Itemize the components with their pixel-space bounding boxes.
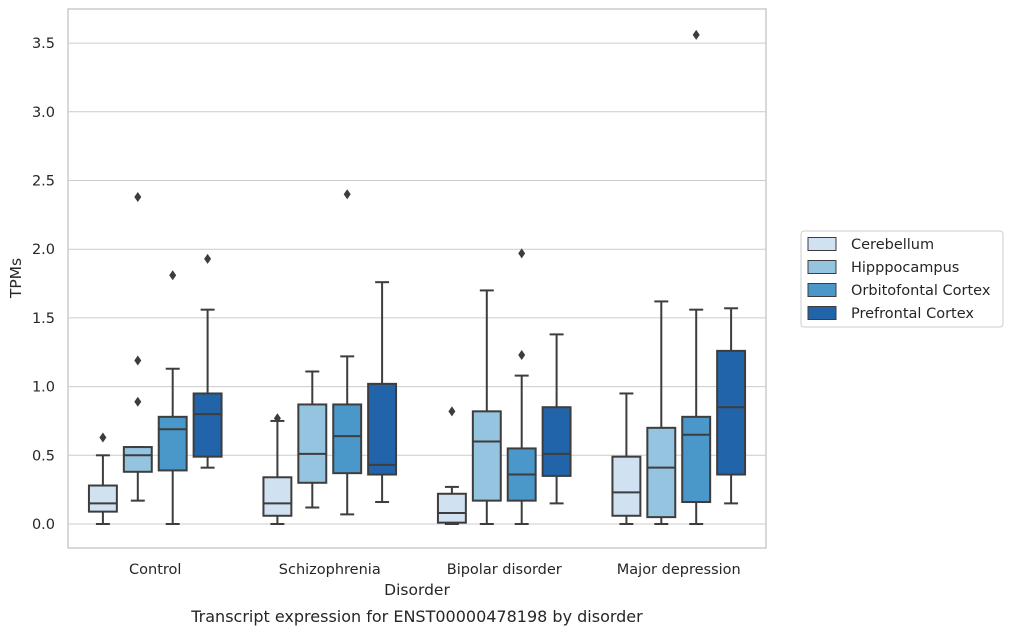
iqr-box: [262, 476, 293, 517]
x-tick-label: Bipolar disorder: [447, 562, 562, 578]
box: [87, 432, 118, 525]
iqr-box: [471, 410, 502, 502]
box: [436, 406, 467, 525]
legend-label: Orbitofontal Cortex: [851, 283, 991, 299]
outlier-point: [134, 396, 142, 407]
box: [541, 333, 572, 505]
iqr-box: [646, 426, 677, 519]
series-cerebellum: [87, 392, 642, 525]
box: [646, 300, 677, 525]
box: [611, 392, 642, 525]
y-tick-label: 1.0: [32, 380, 55, 396]
iqr-box: [716, 349, 747, 476]
legend-swatch: [807, 237, 837, 251]
box: [716, 307, 747, 505]
outlier-point: [169, 270, 177, 281]
x-tick-label: Major depression: [617, 562, 741, 578]
iqr-box: [297, 403, 328, 484]
y-tick-label: 3.5: [32, 36, 55, 52]
box: [681, 29, 712, 525]
box: [297, 370, 328, 509]
series-prefrontal-cortex: [192, 253, 747, 505]
iqr-box: [122, 446, 153, 473]
y-tick-label: 3.0: [32, 105, 55, 121]
iqr-box: [192, 392, 223, 458]
box: [367, 281, 398, 504]
outlier-point: [343, 189, 351, 200]
box: [332, 189, 363, 516]
legend-frame: [800, 230, 1004, 328]
legend-swatch: [807, 306, 837, 320]
series-orbitofontal-cortex: [157, 29, 712, 525]
iqr-box: [611, 455, 642, 517]
series-hipppocampus: [122, 191, 677, 525]
legend-label: Hipppocampus: [851, 260, 959, 276]
box-series: [87, 29, 747, 525]
legend-swatch: [807, 283, 837, 297]
legend-label: Prefrontal Cortex: [851, 306, 974, 322]
legend: Cerebellum Hipppocampus Orbitofontal Corte…: [800, 230, 1004, 328]
chart-caption: Transcript expression for ENST0000047819…: [190, 607, 643, 626]
outlier-point: [134, 191, 142, 202]
y-tick-label: 0.5: [32, 448, 55, 464]
outlier-point: [518, 349, 526, 360]
y-axis-ticks: 0.0 0.5 1.0 1.5 2.0 2.5 3.0 3.5: [32, 36, 55, 533]
box: [506, 248, 537, 525]
y-tick-label: 2.5: [32, 174, 55, 190]
iqr-box: [157, 415, 188, 472]
iqr-box: [367, 382, 398, 476]
outlier-point: [273, 413, 281, 424]
iqr-box: [332, 403, 363, 475]
legend-swatch: [807, 260, 837, 274]
outlier-point: [99, 432, 107, 443]
outlier-point: [204, 253, 212, 264]
plot-frame: [67, 8, 767, 549]
outlier-point: [134, 355, 142, 366]
box: [122, 191, 153, 502]
iqr-box: [681, 415, 712, 504]
x-axis-ticks: Control Schizophrenia Bipolar disorder Majo…: [129, 562, 741, 578]
box: [471, 289, 502, 525]
x-tick-label: Control: [129, 562, 181, 578]
x-tick-label: Schizophrenia: [279, 562, 381, 578]
iqr-box: [436, 492, 467, 524]
outlier-point: [448, 406, 456, 417]
legend-label: Cerebellum: [851, 237, 934, 253]
outlier-point: [518, 248, 526, 259]
box: [157, 270, 188, 525]
iqr-box: [87, 484, 118, 513]
y-tick-label: 2.0: [32, 242, 55, 258]
x-axis-title: Disorder: [384, 581, 450, 599]
y-tick-label: 1.5: [32, 311, 55, 327]
box: [192, 253, 223, 469]
outlier-point: [692, 29, 700, 40]
y-axis-title: TPMs: [7, 258, 25, 299]
y-tick-label: 0.0: [32, 517, 55, 533]
box: [262, 413, 293, 525]
iqr-box: [541, 406, 572, 477]
